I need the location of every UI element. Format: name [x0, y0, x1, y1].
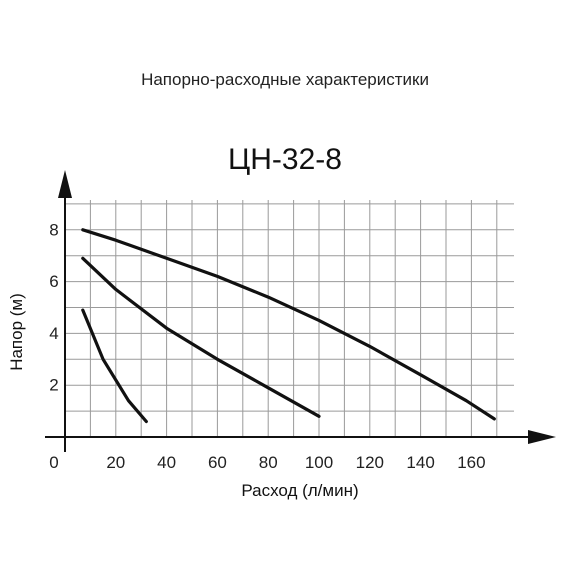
chart-subtitle: ЦН-32-8 — [228, 143, 342, 176]
x-tick-label: 100 — [305, 453, 333, 472]
x-tick-label: 120 — [356, 453, 384, 472]
grid — [65, 200, 514, 437]
y-tick-label: 4 — [49, 324, 58, 343]
y-tick-label: 2 — [49, 376, 58, 395]
tick-labels: 0 20 40 60 80 100 120 140 160 2 4 6 8 — [49, 220, 485, 472]
curves — [81, 228, 496, 424]
y-axis-label: Напор (м) — [7, 293, 26, 371]
x-tick-label: 60 — [208, 453, 227, 472]
curve-2 — [81, 256, 321, 418]
y-axis-arrow-icon — [58, 170, 72, 198]
x-tick-label: 0 — [49, 453, 58, 472]
x-tick-label: 20 — [106, 453, 125, 472]
x-tick-label: 80 — [259, 453, 278, 472]
x-tick-label: 40 — [157, 453, 176, 472]
chart-title: Напорно-расходные характеристики — [141, 70, 429, 89]
curve-1 — [81, 228, 496, 421]
x-tick-label: 140 — [406, 453, 434, 472]
x-axis-label: Расход (л/мин) — [241, 481, 358, 500]
curve-3 — [81, 308, 148, 424]
axes — [45, 170, 556, 452]
x-axis-arrow-icon — [528, 430, 556, 444]
y-tick-label: 6 — [49, 272, 58, 291]
x-tick-label: 160 — [457, 453, 485, 472]
y-tick-label: 8 — [49, 220, 58, 239]
